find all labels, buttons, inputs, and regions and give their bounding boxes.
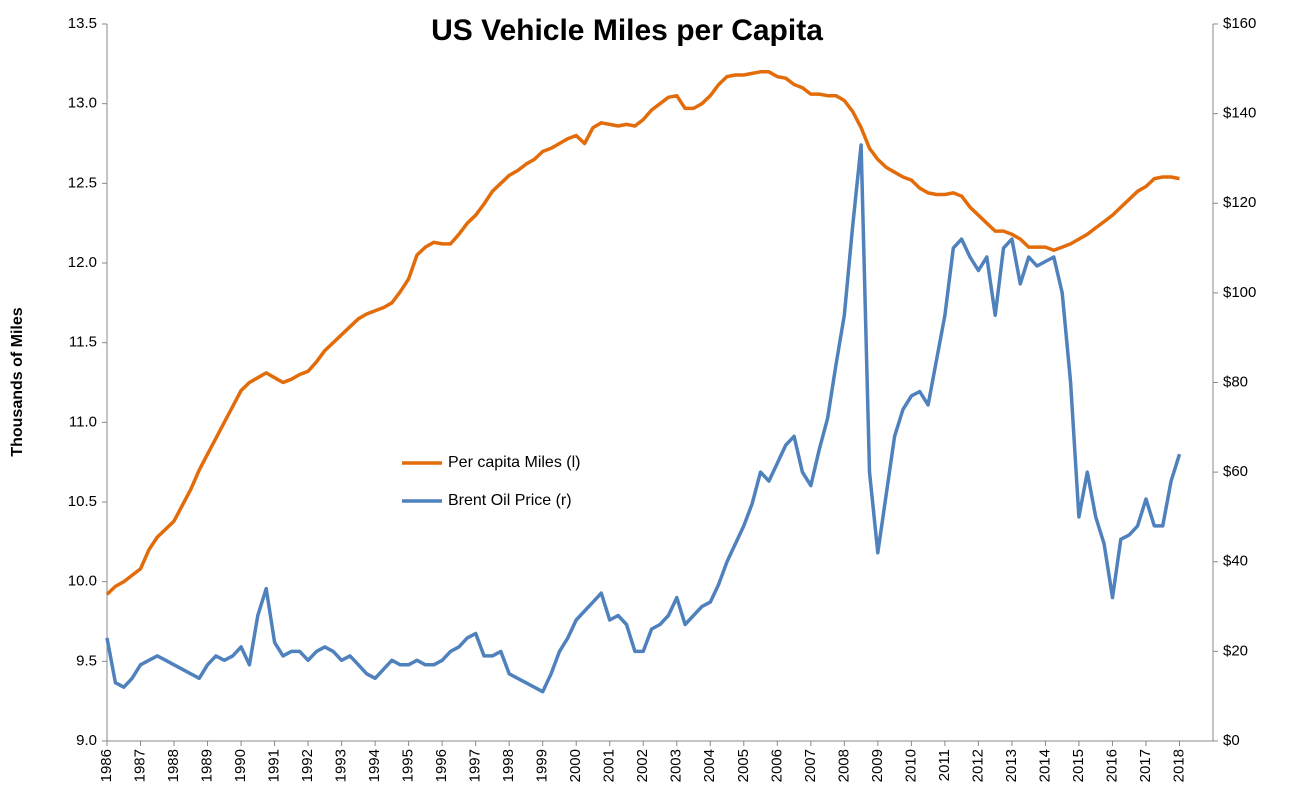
y-axis-title: Thousands of Miles <box>9 307 26 456</box>
x-tick-label: 2006 <box>768 749 785 782</box>
x-tick-label: 2012 <box>969 749 986 782</box>
y2-tick-label: $140 <box>1223 105 1256 122</box>
y-tick-label: 11.5 <box>69 334 97 351</box>
y-tick-label: 13.5 <box>68 15 97 32</box>
x-tick-label: 1997 <box>467 749 484 782</box>
x-tick-label: 2004 <box>701 749 718 782</box>
x-tick-label: 2007 <box>802 749 819 782</box>
x-tick-label: 1994 <box>366 749 383 782</box>
y-tick-label: 13.0 <box>68 95 97 112</box>
x-tick-label: 1989 <box>199 749 216 782</box>
y2-tick-label: $20 <box>1223 642 1248 659</box>
y-tick-label: 11.0 <box>69 413 97 430</box>
x-tick-label: 1999 <box>534 749 551 782</box>
legend-label: Brent Oil Price (r) <box>448 492 572 509</box>
x-tick-label: 1991 <box>266 749 283 782</box>
y2-tick-label: $80 <box>1223 373 1248 390</box>
x-tick-label: 1993 <box>333 749 350 782</box>
series-line <box>105 70 1180 596</box>
x-tick-label: 1986 <box>98 749 115 782</box>
x-tick-label: 1987 <box>131 749 148 782</box>
y-tick-label: 9.0 <box>76 732 97 749</box>
x-tick-label: 2018 <box>1170 749 1187 782</box>
y2-tick-label: $0 <box>1223 732 1240 749</box>
y2-tick-label: $120 <box>1223 194 1256 211</box>
x-tick-label: 2016 <box>1103 749 1120 782</box>
y-tick-label: 12.0 <box>68 254 97 271</box>
series-line <box>105 143 1182 694</box>
y-tick-label: 9.5 <box>76 652 97 669</box>
x-tick-label: 2010 <box>902 749 919 782</box>
y2-tick-label: $100 <box>1223 284 1256 301</box>
x-tick-label: 2002 <box>634 749 651 782</box>
x-tick-label: 1995 <box>400 749 417 782</box>
x-tick-label: 2011 <box>936 749 953 781</box>
y2-tick-label: $160 <box>1223 15 1256 32</box>
x-tick-label: 2015 <box>1070 749 1087 782</box>
x-tick-label: 1996 <box>433 749 450 782</box>
x-tick-label: 2005 <box>735 749 752 782</box>
legend-label: Per capita Miles (l) <box>448 454 580 471</box>
x-tick-label: 2017 <box>1137 749 1154 782</box>
y-tick-label: 10.0 <box>68 573 97 590</box>
y-tick-label: 10.5 <box>68 493 97 510</box>
x-tick-label: 2001 <box>601 749 618 782</box>
x-tick-label: 1992 <box>299 749 316 782</box>
x-tick-label: 2000 <box>567 749 584 782</box>
y-tick-label: 12.5 <box>68 174 97 191</box>
chart-title: US Vehicle Miles per Capita <box>431 14 823 47</box>
y2-tick-label: $40 <box>1223 553 1248 570</box>
x-tick-label: 2003 <box>668 749 685 782</box>
x-tick-label: 1998 <box>500 749 517 782</box>
x-tick-label: 1990 <box>232 749 249 782</box>
x-tick-label: 2008 <box>835 749 852 782</box>
x-tick-label: 2013 <box>1003 749 1020 782</box>
x-tick-label: 2009 <box>869 749 886 782</box>
x-tick-label: 1988 <box>165 749 182 782</box>
x-tick-label: 2014 <box>1036 749 1053 782</box>
y2-tick-label: $60 <box>1223 463 1248 480</box>
